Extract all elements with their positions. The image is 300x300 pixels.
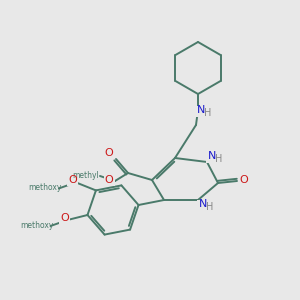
Text: methoxy: methoxy (20, 220, 53, 230)
Bar (59, 214, 70, 224)
Bar (32, 184, 56, 193)
Text: N: N (199, 199, 207, 209)
Bar (23, 221, 47, 230)
Text: methoxy: methoxy (28, 183, 62, 192)
Bar (103, 149, 115, 159)
Bar (103, 176, 115, 186)
Text: N: N (208, 151, 216, 161)
Bar (73, 172, 97, 181)
Bar (239, 176, 249, 186)
Bar (197, 200, 215, 211)
Text: N: N (197, 105, 205, 115)
Text: O: O (68, 176, 77, 185)
Bar (206, 152, 224, 163)
Text: O: O (105, 175, 113, 185)
Text: H: H (204, 108, 212, 118)
Text: O: O (240, 175, 248, 185)
Text: H: H (215, 154, 223, 164)
Bar (68, 176, 78, 186)
Bar (194, 106, 212, 116)
Text: methyl: methyl (73, 170, 99, 179)
Text: O: O (60, 213, 69, 223)
Text: O: O (105, 148, 113, 158)
Text: H: H (206, 202, 214, 212)
